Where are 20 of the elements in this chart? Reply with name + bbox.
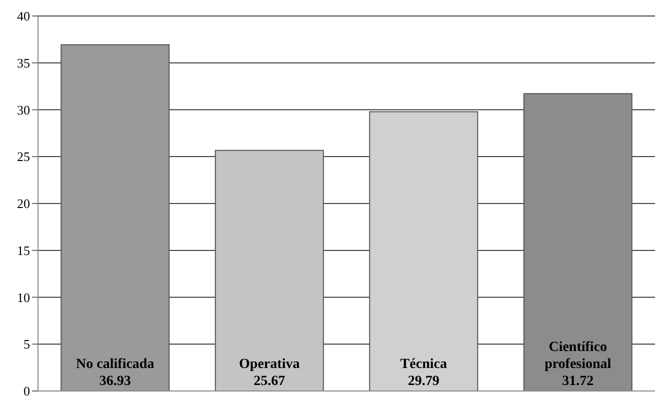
x-tick-label: Operativa [239, 357, 300, 372]
bar [369, 111, 478, 391]
y-tick-label: 0 [24, 384, 30, 399]
y-tick-label: 40 [17, 8, 30, 24]
bar [214, 150, 324, 391]
y-tick-label: 10 [17, 290, 30, 305]
x-tick-label: No calificada [76, 357, 154, 372]
data-label: 25.67 [254, 374, 286, 389]
data-label: 31.72 [562, 374, 594, 389]
y-tick-label: 20 [17, 196, 30, 212]
y-tick-label: 5 [24, 336, 30, 352]
y-tick-label: 35 [17, 55, 30, 70]
x-tick-label: Técnica [400, 357, 447, 372]
bar [60, 44, 170, 391]
data-label: 29.79 [408, 374, 440, 389]
y-tick-label: 15 [17, 242, 30, 258]
x-tick-label: Científico profesional [544, 340, 612, 372]
data-label: 36.93 [99, 374, 131, 389]
y-tick-label: 25 [17, 149, 30, 164]
y-tick-label: 30 [17, 102, 30, 118]
